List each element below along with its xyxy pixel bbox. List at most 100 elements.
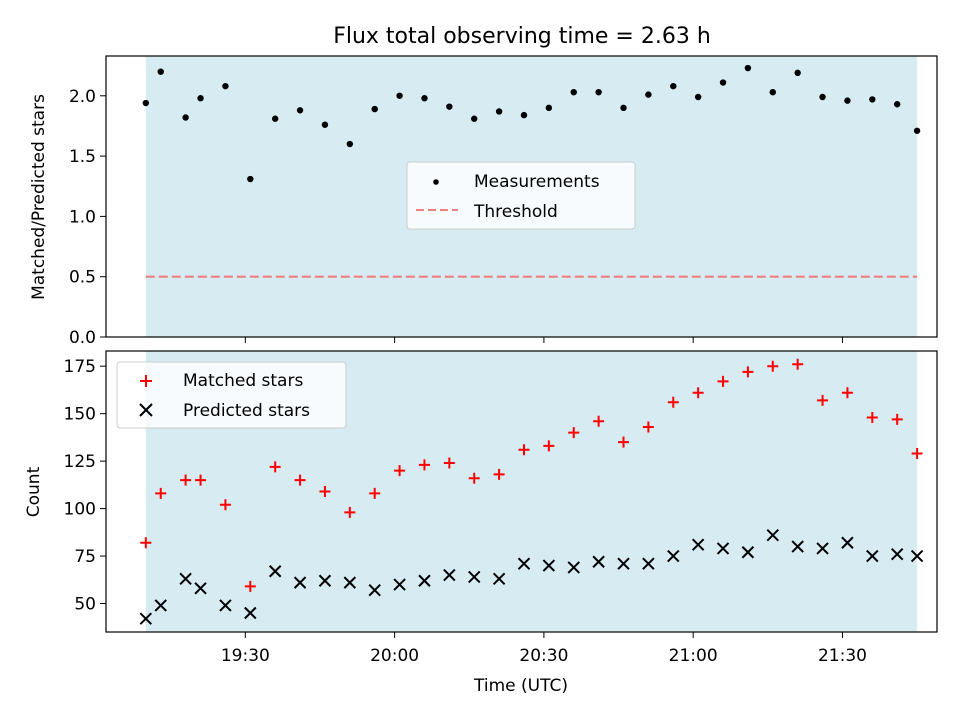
predicted-star-point <box>741 546 755 559</box>
predicted-star-point <box>716 542 730 555</box>
legend-threshold-label: Threshold <box>473 202 558 222</box>
bottom-y-tick-label: 75 <box>74 547 96 567</box>
matched-star-point <box>911 448 923 460</box>
measurement-point <box>595 88 602 96</box>
measurement-point <box>620 104 627 112</box>
measurement-point <box>844 97 851 104</box>
bottom-legend-box <box>116 361 347 429</box>
matched-star-point <box>667 396 679 408</box>
predicted-star-point <box>766 528 779 542</box>
top-panel: 0.00.51.01.52.0 Matched/Predicted stars … <box>29 55 938 348</box>
top-axes-frame <box>105 55 938 338</box>
measurement-point <box>247 175 254 183</box>
predicted-star-point <box>318 574 332 587</box>
matched-star-point <box>518 444 530 456</box>
matched-star-point <box>642 421 654 433</box>
measurement-point <box>819 93 826 101</box>
matched-star-point <box>294 474 306 486</box>
bottom-x-axis-label: Time (UTC) <box>473 676 568 696</box>
predicted-star-point <box>418 574 431 587</box>
measurement-point <box>645 91 652 98</box>
top-y-tick-label: 1.5 <box>69 147 96 167</box>
measurement-point <box>271 115 279 122</box>
predicted-star-point <box>890 547 904 561</box>
matched-star-point <box>155 487 167 499</box>
bottom-x-tick-label: 21:00 <box>669 646 718 666</box>
measurement-point <box>421 95 428 102</box>
measurement-point <box>471 115 478 122</box>
matched-star-point <box>394 465 406 477</box>
predicted-star-point <box>268 565 282 578</box>
measurement-point <box>346 140 354 148</box>
measurement-point <box>893 101 901 108</box>
measurement-point <box>794 69 801 77</box>
measurement-point <box>769 88 776 96</box>
predicted-star-point <box>592 555 605 568</box>
top-legend: Measurements Threshold <box>406 161 636 230</box>
legend-matched-marker <box>140 375 152 387</box>
legend-matched-label: Matched stars <box>183 371 303 391</box>
matched-star-point <box>866 411 878 423</box>
predicted-star-point <box>139 612 153 625</box>
measurement-point <box>520 111 528 119</box>
predicted-star-point <box>841 536 854 549</box>
predicted-star-point <box>866 549 879 563</box>
matched-star-point <box>443 457 455 469</box>
matched-star-point <box>593 415 605 427</box>
legend-measurements-label: Measurements <box>474 172 600 192</box>
measurement-point <box>296 107 304 114</box>
predicted-star-point <box>244 606 257 620</box>
matched-star-point <box>817 394 829 406</box>
matched-star-point <box>319 486 331 497</box>
matched-star-point <box>493 468 505 480</box>
predicted-star-point <box>468 570 481 584</box>
predicted-star-point <box>667 549 680 563</box>
bottom-y-tick-label: 175 <box>64 357 96 377</box>
measurement-point <box>321 121 329 128</box>
matched-star-point <box>269 461 281 473</box>
matched-star-point <box>369 487 381 499</box>
predicted-star-point <box>791 540 804 553</box>
measurement-point <box>182 114 189 121</box>
top-y-tick-label: 2.0 <box>69 87 96 107</box>
predicted-star-point <box>194 582 207 595</box>
predicted-star-point <box>443 568 456 582</box>
matched-star-point <box>692 387 704 399</box>
matched-star-point <box>717 375 729 387</box>
matched-star-point <box>219 499 231 511</box>
chart-title: Flux total observing time = 2.63 h <box>333 24 711 49</box>
bottom-x-tick-label: 19:30 <box>221 646 270 666</box>
bottom-y-tick-label: 100 <box>64 500 96 520</box>
predicted-star-point <box>492 572 506 586</box>
predicted-star-point <box>219 599 232 612</box>
top-y-tick-label: 0.5 <box>69 268 96 288</box>
predicted-star-point <box>393 578 406 591</box>
matched-star-point <box>841 387 853 399</box>
predicted-star-point <box>910 549 924 563</box>
measurement-point <box>913 127 921 134</box>
predicted-star-point <box>293 576 307 589</box>
predicted-star-point <box>154 599 167 612</box>
bottom-panel: 50 75 100 125 150 175 19:30 20:00 20:30 21:00 21:3… <box>24 350 938 696</box>
predicted-star-point <box>567 561 580 574</box>
bottom-axes-frame <box>105 350 938 633</box>
predicted-star-point <box>517 557 531 570</box>
matched-star-point <box>195 474 207 486</box>
bottom-x-tick-label: 20:00 <box>370 646 419 666</box>
bottom-y-axis-label: Count <box>24 466 44 517</box>
bottom-y-tick-label: 50 <box>74 595 96 615</box>
measurement-point <box>694 93 702 101</box>
matched-star-point <box>767 360 779 372</box>
measurement-point <box>869 96 876 103</box>
measurement-point <box>570 88 577 96</box>
matched-star-point <box>792 358 804 370</box>
predicted-star-point <box>642 557 655 570</box>
top-y-tick-label: 1.0 <box>69 207 96 227</box>
matched-star-point <box>468 472 480 484</box>
matched-star-point <box>140 537 152 549</box>
predicted-star-point <box>179 572 192 586</box>
measurement-point <box>142 99 150 107</box>
measurement-point <box>371 105 378 113</box>
predicted-star-point <box>816 542 829 555</box>
